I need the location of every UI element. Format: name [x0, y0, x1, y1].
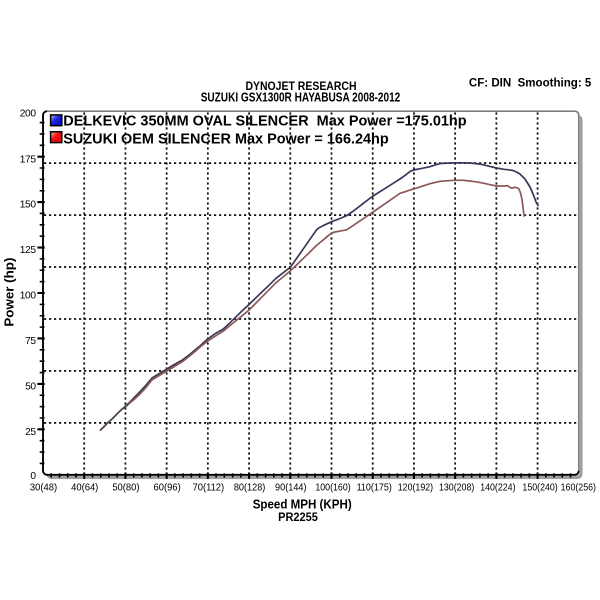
svg-text:DELKEVIC 350MM OVAL SILENCER: DELKEVIC 350MM OVAL SILENCER Max Power =… [63, 114, 467, 130]
svg-text:120(192): 120(192) [398, 482, 433, 493]
svg-text:75: 75 [25, 336, 36, 347]
svg-text:100(160): 100(160) [315, 482, 350, 493]
svg-text:70(112): 70(112) [193, 482, 225, 493]
svg-text:90(144): 90(144) [275, 482, 307, 493]
svg-text:50: 50 [25, 382, 36, 393]
svg-text:25: 25 [25, 427, 36, 438]
svg-text:140(224): 140(224) [480, 482, 515, 493]
svg-text:200: 200 [20, 108, 37, 119]
svg-text:40(64): 40(64) [71, 482, 98, 493]
svg-text:100: 100 [20, 291, 37, 302]
svg-text:150: 150 [20, 200, 37, 211]
svg-text:130(208): 130(208) [439, 482, 474, 493]
svg-text:150(240): 150(240) [522, 482, 557, 493]
svg-text:60(96): 60(96) [154, 482, 181, 493]
svg-text:PR2255: PR2255 [278, 510, 318, 524]
svg-text:DYNOJET RESEARCH: DYNOJET RESEARCH [245, 79, 356, 93]
svg-text:Power (hp): Power (hp) [1, 258, 16, 327]
svg-text:110(175): 110(175) [357, 482, 392, 493]
svg-text:50(80): 50(80) [112, 482, 139, 493]
svg-text:0: 0 [30, 471, 36, 482]
svg-text:Speed MPH (KPH): Speed MPH (KPH) [253, 498, 352, 512]
svg-text:160(256): 160(256) [561, 482, 596, 493]
svg-text:125: 125 [20, 245, 37, 256]
svg-text:CF: DIN Smoothing: 5: CF: DIN Smoothing: 5 [469, 76, 592, 90]
svg-text:SUZUKI OEM SILENCER Max Power: SUZUKI OEM SILENCER Max Power = 166.24hp [63, 131, 389, 147]
svg-text:30(48): 30(48) [30, 482, 57, 493]
svg-text:175: 175 [20, 154, 37, 165]
svg-text:80(128): 80(128) [234, 482, 266, 493]
svg-text:SUZUKI GSX1300R HAYABUSA 2008-: SUZUKI GSX1300R HAYABUSA 2008-2012 [201, 90, 401, 104]
